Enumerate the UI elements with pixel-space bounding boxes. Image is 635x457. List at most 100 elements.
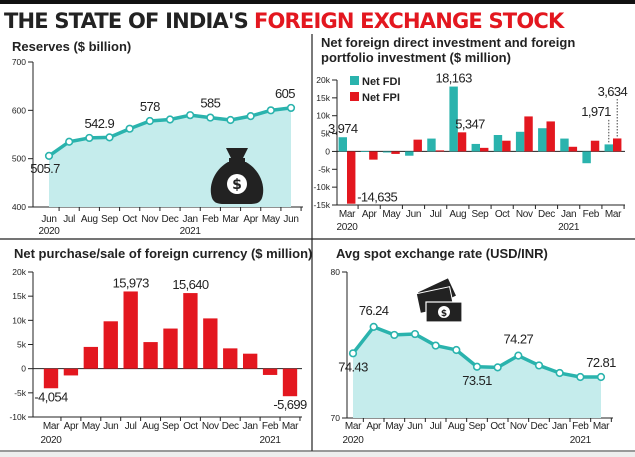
bar: [347, 151, 356, 204]
bar: [391, 151, 400, 154]
data-point: [105, 133, 114, 142]
x-tick-label: Mar: [282, 421, 299, 432]
data-point: [85, 133, 94, 143]
x-tick-label: Oct: [122, 214, 137, 225]
y-tick-label: 600: [12, 105, 26, 115]
y-tick-label: 5k: [17, 340, 27, 350]
x-tick-label: Nov: [516, 209, 533, 220]
bar: [282, 368, 298, 397]
y-tick-label: -10k: [9, 412, 26, 422]
data-point: [514, 351, 523, 360]
bar: [382, 151, 392, 153]
data-point: [472, 362, 482, 371]
fdi-fpi-chart: -15k -10k -5k 0 5k 10k 15k 20k Mar Apr May Jun Jul Au…: [313, 71, 628, 233]
x-tick-label: Dec: [531, 421, 548, 432]
year-label: 2021: [570, 435, 592, 446]
y-tick-label: 0: [21, 364, 26, 374]
x-tick-label: May: [385, 421, 403, 432]
x-tick-label: Feb: [202, 214, 219, 225]
x-tick-label: Feb: [583, 209, 600, 220]
year-label: 2020: [342, 435, 364, 446]
legend-label: Net FPI: [362, 92, 400, 104]
x-tick-label: May: [382, 209, 400, 220]
bar: [369, 151, 378, 160]
data-label: 542.9: [85, 116, 115, 131]
x-tick-label: Oct: [183, 421, 198, 432]
bar: [360, 151, 370, 152]
bar: [560, 138, 569, 152]
x-tick-label: May: [82, 421, 100, 432]
x-tick-label: May: [262, 214, 280, 225]
bar: [546, 121, 555, 152]
year-label: 2020: [40, 435, 62, 446]
bar: [242, 353, 258, 369]
bar: [449, 86, 458, 152]
x-tick-label: Dec: [538, 209, 555, 220]
exchange-rate-title: Avg spot exchange rate (USD/INR): [336, 246, 548, 261]
bar: [604, 144, 613, 152]
legend-swatch: [350, 76, 359, 85]
x-tick-label: Jan: [552, 421, 567, 432]
data-point: [555, 368, 564, 378]
bar: [427, 138, 436, 152]
x-tick-label: Jun: [41, 214, 56, 225]
bar: [457, 132, 467, 152]
data-point: [246, 112, 255, 121]
data-label: 605: [275, 86, 295, 101]
x-tick-label: Sep: [101, 214, 119, 225]
y-tick-label: -15k: [313, 200, 330, 210]
x-tick-label: Mar: [339, 209, 356, 220]
data-point: [65, 137, 74, 146]
y-tick-label: 15k: [12, 291, 26, 301]
x-tick-label: Sep: [162, 421, 180, 432]
x-tick-label: Sep: [472, 209, 490, 220]
x-tick-label: Jul: [430, 421, 442, 432]
x-tick-label: Dec: [162, 214, 179, 225]
data-label: 585: [200, 96, 220, 111]
forex-purchase-title: Net purchase/sale of foreign currency ($…: [14, 246, 312, 261]
x-tick-label: Mar: [43, 421, 60, 432]
money-bag-icon: $: [210, 148, 264, 204]
data-point: [165, 115, 175, 124]
data-label: 15,640: [172, 277, 209, 292]
bar: [515, 131, 525, 152]
y-tick-label: 5k: [321, 129, 331, 139]
x-tick-label: Feb: [572, 421, 589, 432]
x-tick-label: Nov: [141, 214, 158, 225]
x-tick-label: Jun: [406, 209, 421, 220]
y-tick-label: 700: [12, 57, 26, 67]
bar: [123, 291, 138, 369]
area-fill: [353, 326, 601, 418]
bar: [582, 151, 591, 164]
data-point: [369, 322, 378, 331]
y-tick-label: 400: [12, 202, 26, 212]
data-label: 74.27: [504, 332, 534, 347]
data-point: [493, 363, 502, 372]
y-tick-label: 70: [331, 413, 341, 423]
data-point: [226, 115, 235, 125]
data-point: [348, 349, 358, 358]
x-tick-label: Jan: [183, 214, 198, 225]
bar: [223, 348, 238, 369]
bar: [183, 293, 198, 369]
data-label: -14,635: [357, 190, 397, 205]
headline: THE STATE OF INDIA'S FOREIGN EXCHANGE STO…: [4, 9, 565, 33]
bar: [405, 151, 414, 156]
x-tick-label: Jul: [125, 421, 137, 432]
bar: [143, 342, 158, 369]
data-point: [44, 151, 54, 161]
reserves-title: Reserves ($ billion): [12, 39, 131, 54]
bar: [480, 147, 489, 152]
svg-text:$: $: [232, 177, 242, 193]
bar: [493, 135, 503, 152]
bar: [262, 368, 278, 375]
y-tick-label: 10k: [316, 111, 330, 121]
data-label: 1,971: [581, 104, 611, 119]
fdi-fpi-title-line1: Net foreign direct investment and foreig…: [321, 35, 575, 50]
legend-swatch: [350, 92, 359, 101]
x-tick-label: Apr: [243, 214, 259, 225]
x-tick-label: Feb: [262, 421, 279, 432]
y-tick-label: 0: [325, 146, 330, 156]
data-point: [125, 124, 134, 133]
